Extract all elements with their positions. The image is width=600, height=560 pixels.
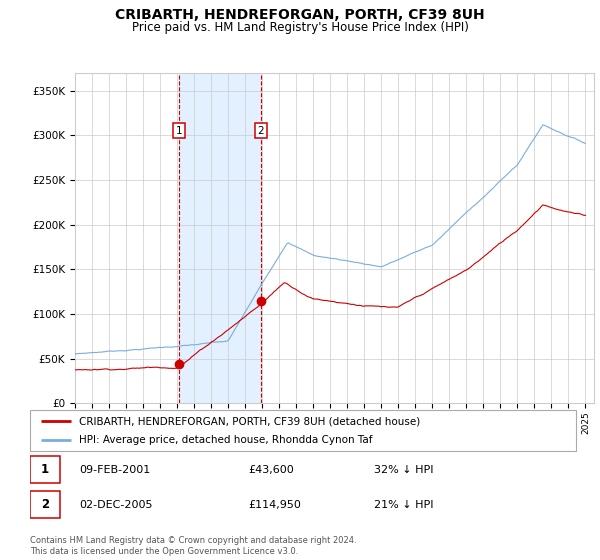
Text: £114,950: £114,950 <box>248 500 301 510</box>
Text: 1: 1 <box>175 126 182 136</box>
Text: CRIBARTH, HENDREFORGAN, PORTH, CF39 8UH (detached house): CRIBARTH, HENDREFORGAN, PORTH, CF39 8UH … <box>79 417 421 426</box>
Text: £43,600: £43,600 <box>248 465 294 475</box>
FancyBboxPatch shape <box>30 456 60 483</box>
Text: CRIBARTH, HENDREFORGAN, PORTH, CF39 8UH: CRIBARTH, HENDREFORGAN, PORTH, CF39 8UH <box>115 8 485 22</box>
Bar <box>179 73 261 403</box>
Text: Contains HM Land Registry data © Crown copyright and database right 2024.
This d: Contains HM Land Registry data © Crown c… <box>30 536 356 556</box>
Text: 09-FEB-2001: 09-FEB-2001 <box>79 465 151 475</box>
FancyBboxPatch shape <box>30 492 60 518</box>
Text: 21% ↓ HPI: 21% ↓ HPI <box>374 500 433 510</box>
Text: Price paid vs. HM Land Registry's House Price Index (HPI): Price paid vs. HM Land Registry's House … <box>131 21 469 34</box>
Text: 2: 2 <box>257 126 264 136</box>
Text: 02-DEC-2005: 02-DEC-2005 <box>79 500 152 510</box>
Text: HPI: Average price, detached house, Rhondda Cynon Taf: HPI: Average price, detached house, Rhon… <box>79 435 373 445</box>
Text: 1: 1 <box>41 463 49 476</box>
Text: 32% ↓ HPI: 32% ↓ HPI <box>374 465 433 475</box>
FancyBboxPatch shape <box>30 410 576 451</box>
Text: 2: 2 <box>41 498 49 511</box>
